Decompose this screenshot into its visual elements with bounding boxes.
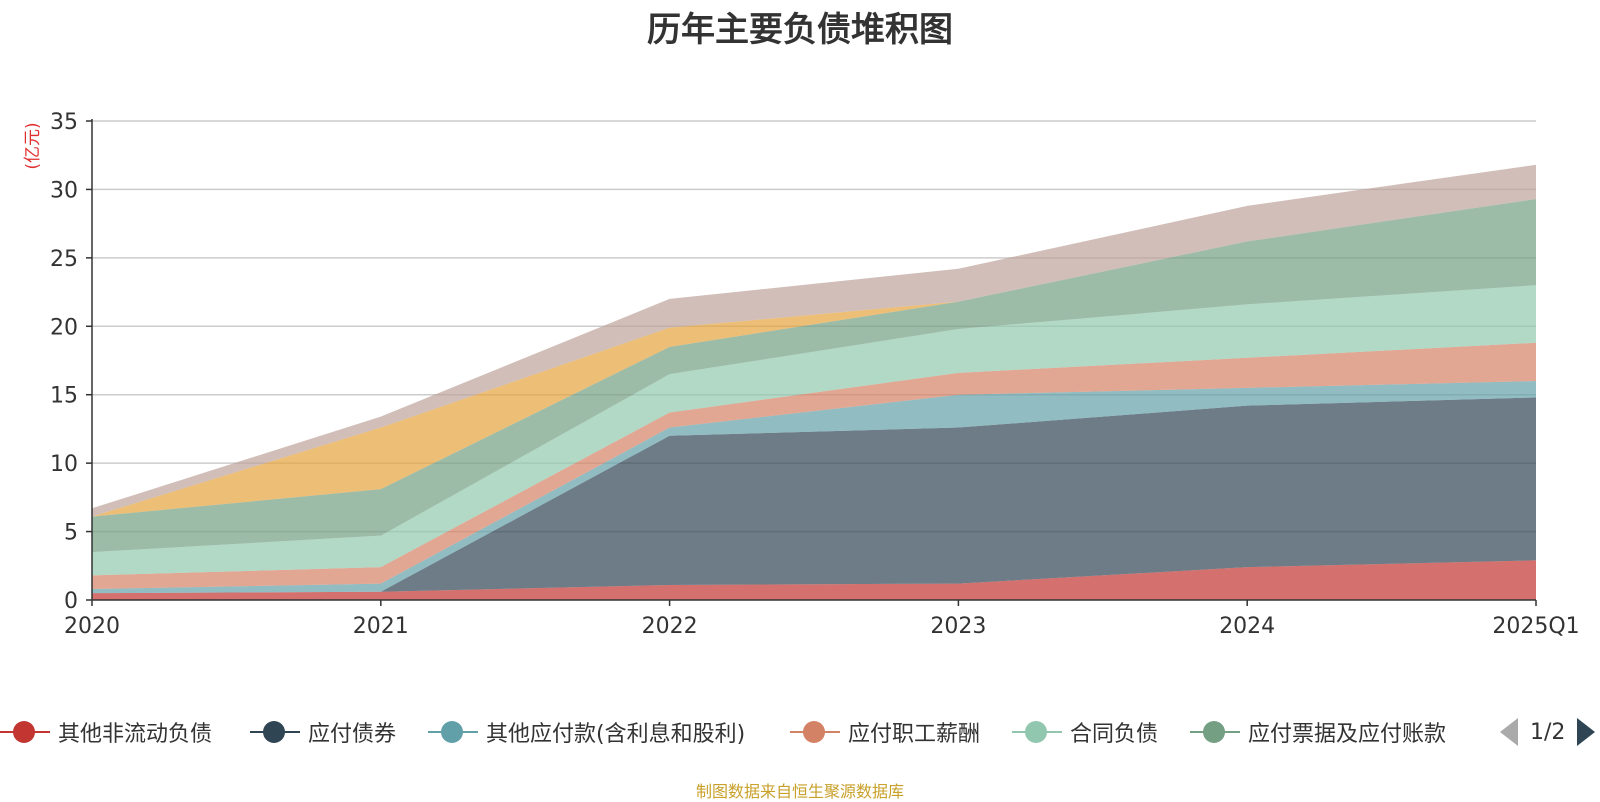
legend-marker-icon <box>250 720 300 744</box>
x-tick-label: 2023 <box>930 614 986 639</box>
legend-marker-icon <box>1190 720 1240 744</box>
legend: 其他非流动负债 应付债券 其他应付款(含利息和股利) 应付职工薪酬 合同负债 应… <box>0 714 1600 750</box>
legend-next-page-icon[interactable] <box>1577 718 1596 746</box>
legend-item-其他非流动负债[interactable]: 其他非流动负债 <box>0 714 212 750</box>
legend-item-应付职工薪酬[interactable]: 应付职工薪酬 <box>790 714 980 750</box>
stacked-area-chart: 0 5 10 15 20 25 30 35 2020 2021 2022 2023 2024 2025Q1… <box>23 110 1580 639</box>
area-series-7 <box>92 164 1536 517</box>
legend-item-应付债券[interactable]: 应付债券 <box>250 714 396 750</box>
legend-item-应付票据及应付账款[interactable]: 应付票据及应付账款 <box>1190 714 1446 750</box>
legend-marker-icon <box>790 720 840 744</box>
y-tick-label: 25 <box>50 247 78 272</box>
legend-label: 应付职工薪酬 <box>848 722 981 747</box>
data-source-note: 制图数据来自恒生聚源数据库 <box>695 782 904 801</box>
area-series-5 <box>92 199 1536 553</box>
legend-pager: 1/2 <box>1500 714 1596 750</box>
x-tick-label: 2021 <box>353 614 409 639</box>
area-series-2 <box>92 381 1536 594</box>
area-series-4 <box>92 285 1536 576</box>
y-tick-label: 20 <box>50 315 78 340</box>
legend-label: 应付债券 <box>308 722 397 747</box>
x-tick-label: 2025Q1 <box>1492 614 1579 639</box>
area-series-6 <box>92 199 1536 517</box>
area-series-0 <box>92 560 1536 600</box>
x-tick-label: 2022 <box>642 614 698 639</box>
y-tick-label: 30 <box>50 178 78 203</box>
y-tick-label: 10 <box>50 452 78 477</box>
legend-marker-icon <box>1012 720 1062 744</box>
y-tick-label: 5 <box>64 521 78 546</box>
chart-title: 历年主要负债堆积图 <box>647 10 953 50</box>
legend-prev-page-icon[interactable] <box>1500 718 1518 746</box>
y-tick-label: 35 <box>50 110 78 135</box>
legend-item-其他应付款[interactable]: 其他应付款(含利息和股利) <box>428 714 745 750</box>
legend-label: 其他非流动负债 <box>58 722 213 747</box>
area-series-3 <box>92 342 1536 590</box>
legend-item-合同负债[interactable]: 合同负债 <box>1012 714 1158 750</box>
y-tick-label: 0 <box>64 589 78 614</box>
area-series-1 <box>92 397 1536 594</box>
legend-label: 合同负债 <box>1070 722 1159 747</box>
y-axis-unit-label: (亿元) <box>23 122 43 169</box>
legend-marker-icon <box>0 720 50 744</box>
x-tick-label: 2024 <box>1219 614 1275 639</box>
legend-label: 应付票据及应付账款 <box>1248 722 1447 747</box>
y-tick-label: 15 <box>50 384 78 409</box>
legend-page-indicator: 1/2 <box>1530 719 1566 745</box>
legend-marker-icon <box>428 720 478 744</box>
legend-label: 其他应付款(含利息和股利) <box>486 722 746 747</box>
x-tick-label: 2020 <box>64 614 120 639</box>
